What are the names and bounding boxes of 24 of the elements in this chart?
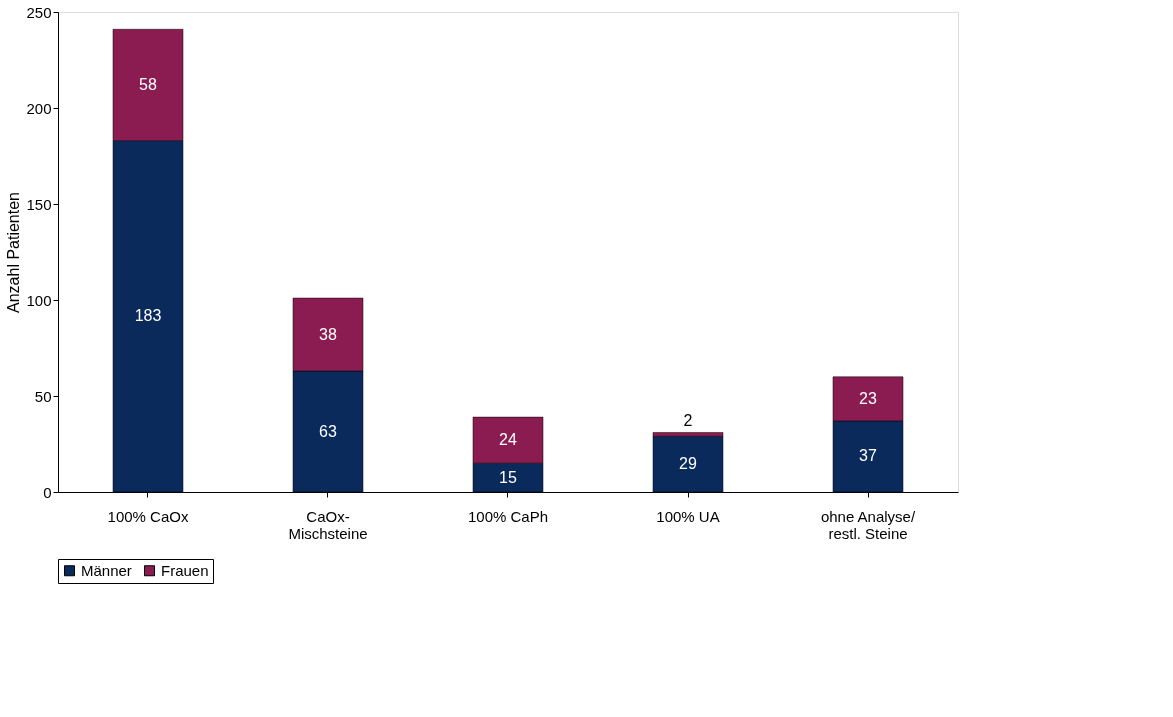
x-tick-label: 100% CaPh (467, 507, 549, 525)
data-label: 183 (134, 307, 162, 325)
data-label: 38 (319, 325, 337, 343)
y-axis-title: Anzahl Patienten (5, 192, 23, 313)
x-tick-label: ohne Analyse/restl. Steine (820, 507, 916, 542)
y-tick-label: 100 (26, 291, 52, 309)
data-label: 37 (859, 447, 877, 465)
data-label: 63 (319, 422, 337, 440)
y-tick-label: 150 (26, 195, 52, 213)
y-tick-label: 0 (43, 483, 52, 501)
y-tick-label: 250 (26, 3, 52, 21)
x-tick-label: CaOx-Mischsteine (288, 507, 368, 542)
y-tick-label: 50 (34, 387, 52, 405)
data-label: 23 (859, 389, 877, 407)
legend-label: Männer (81, 561, 132, 579)
x-tick-label: 100% UA (656, 507, 720, 525)
data-label: 15 (499, 468, 517, 486)
data-label: 29 (679, 455, 697, 473)
y-tick-label: 200 (26, 99, 52, 117)
legend-label: Frauen (161, 561, 209, 579)
x-tick-label: 100% CaOx (107, 507, 189, 525)
data-label: 58 (139, 75, 157, 93)
data-label: 2 (683, 412, 693, 430)
data-label: 24 (499, 431, 517, 449)
